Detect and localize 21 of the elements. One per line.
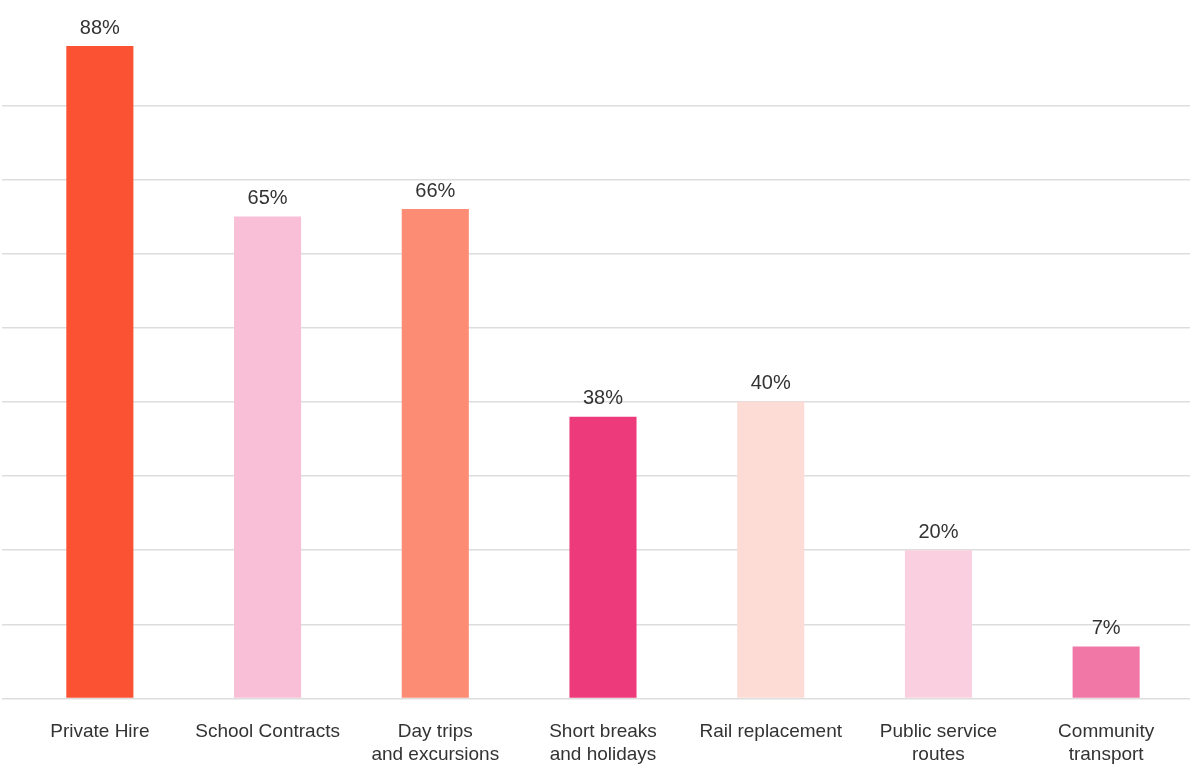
data-label: 38% <box>582 386 624 409</box>
x-tick-label: Community transport <box>1058 720 1155 764</box>
x-tick-label: Public service routes <box>879 720 998 764</box>
data-label: 40% <box>750 371 791 394</box>
bar <box>66 46 134 698</box>
x-tick-label: Rail replacement <box>699 720 843 742</box>
bar <box>737 401 805 698</box>
data-label: 7% <box>1091 616 1121 639</box>
bar <box>904 550 972 698</box>
x-tick-label: Short breaks and holidays <box>549 720 657 764</box>
bar <box>234 216 302 698</box>
bar <box>569 416 637 698</box>
bar <box>1072 646 1140 698</box>
bar <box>401 209 469 698</box>
data-label: 20% <box>918 519 959 542</box>
x-tick-label: Day trips and excursions <box>371 720 500 764</box>
x-tick-label: School Contracts <box>195 720 340 742</box>
data-label: 88% <box>79 15 121 38</box>
x-tick-label: Private Hire <box>50 720 150 742</box>
data-label: 65% <box>247 186 288 209</box>
data-label: 66% <box>415 178 456 201</box>
